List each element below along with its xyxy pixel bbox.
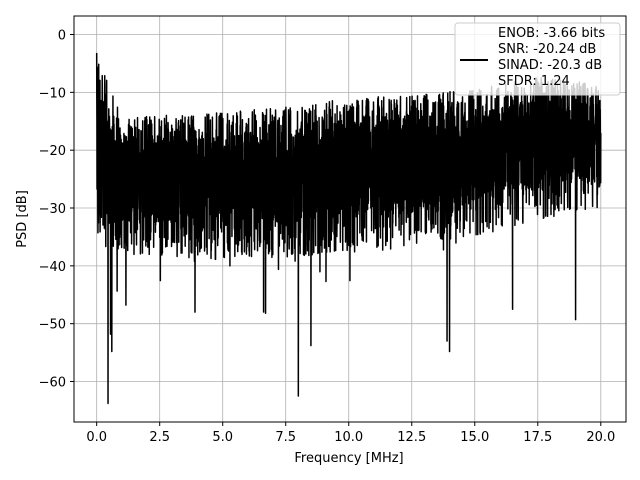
x-tick-label-0: 0.0 (86, 430, 107, 445)
legend-line-0: ENOB: -3.66 bits (498, 26, 605, 41)
psd-trace (95, 53, 602, 405)
y-tick-label-2: −20 (39, 144, 66, 159)
y-tick-label-6: −60 (39, 376, 66, 391)
axes (73, 15, 627, 423)
x-tick-label-6: 15.0 (460, 430, 489, 445)
x-tick-label-7: 17.5 (523, 430, 552, 445)
legend-line-3: SFDR: 1.24 (498, 74, 570, 89)
legend-line-2: SINAD: -20.3 dB (498, 58, 602, 73)
y-tick-label-5: −50 (39, 318, 66, 333)
x-ticks: 0.0 2.5 5.0 7.5 10.0 12.5 15.0 17.5 20.0 (86, 422, 615, 445)
y-tick-label-1: −10 (39, 86, 66, 101)
psd-series-line (95, 53, 602, 405)
y-tick-label-4: −40 (39, 260, 66, 275)
x-tick-label-8: 20.0 (586, 430, 615, 445)
x-tick-label-2: 5.0 (212, 430, 233, 445)
x-axis-label: Frequency [MHz] (294, 451, 403, 466)
plot-frame (73, 15, 627, 423)
x-tick-label-1: 2.5 (149, 430, 170, 445)
legend-line-1: SNR: -20.24 dB (498, 42, 596, 57)
y-axis-label: PSD [dB] (15, 190, 30, 248)
y-ticks: 0 −10 −20 −30 −40 −50 −60 (39, 29, 74, 391)
legend-box (454, 22, 621, 96)
x-tick-label-5: 12.5 (397, 430, 426, 445)
x-tick-label-3: 7.5 (275, 430, 296, 445)
x-tick-label-4: 10.0 (334, 430, 363, 445)
y-tick-label-0: 0 (58, 29, 66, 44)
y-tick-label-3: −30 (39, 202, 66, 217)
